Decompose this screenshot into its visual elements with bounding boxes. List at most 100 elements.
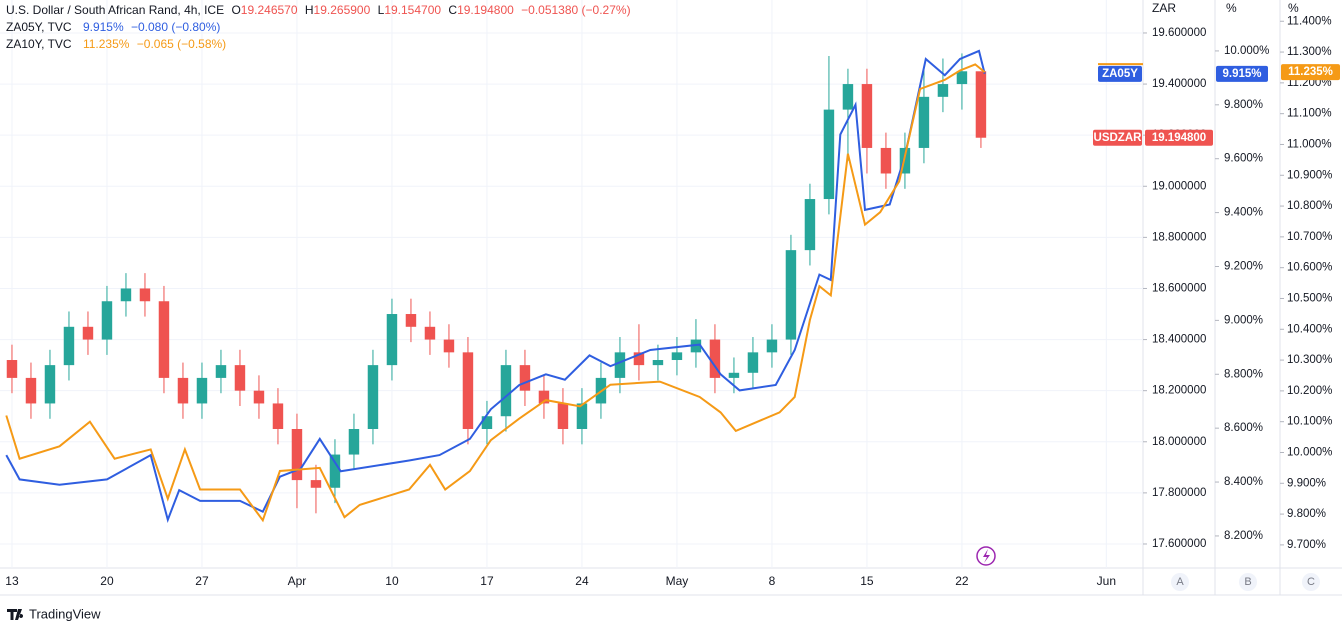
candle-body [367,365,379,430]
ohlc-key: O [231,3,241,17]
y2-tick-label: 8.600% [1224,422,1263,434]
y3-tick-label: 10.900% [1287,169,1332,181]
series-name-badge-text: ZA05Y [1102,68,1138,80]
candle-body [500,365,512,417]
x-tick-label: 22 [955,574,969,588]
change: −0.051380 (−0.27%) [521,3,631,17]
y3-tick-label: 10.400% [1287,323,1332,335]
event-icon[interactable] [976,546,996,566]
y-tick-label: 18.400000 [1152,334,1206,346]
y3-tick-label: 11.400% [1287,15,1332,27]
candle-body [880,147,892,174]
candle-body [158,301,170,378]
candle-body [937,84,949,97]
symbol-badge: USDZAR [1093,129,1143,146]
y3-tick-label: 11.300% [1287,46,1332,58]
candle-body [44,365,56,404]
legend-row: ZA05Y, TVC 9.915% −0.080 (−0.80%) [6,20,221,34]
legend-value: 9.915% [82,20,124,34]
y3-tick-label: 11.000% [1287,138,1332,150]
candle-body [481,416,493,430]
candle-body [804,199,816,251]
x-tick-label: 24 [575,574,589,588]
series-name-badge: ZA05Y [1098,65,1142,82]
candle-body [253,390,265,404]
candle-body [443,339,455,353]
y2-tick-label: 9.200% [1224,261,1263,273]
y2-axis-label: % [1226,1,1237,15]
series-value-badge-bg [1216,65,1268,82]
candle-body [557,403,569,430]
candle-body [348,429,360,455]
candle-body [671,352,683,361]
legend-value: 11.235% [82,37,130,51]
ohlc-value: 19.246570 [240,3,298,17]
brand-name: TradingView [29,606,101,621]
y3-tick-label: 9.800% [1287,508,1326,520]
symbol-title: U.S. Dollar / South African Rand, 4h, IC… [6,3,225,17]
y-tick-label: 17.800000 [1152,487,1206,499]
scale-name: B [1244,576,1251,588]
candle-body [823,109,835,200]
x-tick-label: 10 [385,574,399,588]
candle-body [861,84,873,148]
candle-body [120,288,132,302]
price-badge: 19.194800 [1145,129,1213,146]
candle-body [196,377,208,404]
candle-body [6,360,18,378]
series-value-badge: 9.915% [1216,65,1268,82]
candle-body [386,314,398,366]
ohlc-value: 19.154700 [384,3,442,17]
y-tick-label: 18.000000 [1152,436,1206,448]
candle-body [177,377,189,404]
y-tick-label: 19.000000 [1152,180,1206,192]
candle-body [956,71,968,85]
candle-body [975,71,987,138]
y2-tick-label: 8.200% [1224,530,1263,542]
legend-name: ZA05Y [6,20,42,34]
x-tick-label: 17 [480,574,494,588]
x-tick-label: Jun [1097,574,1116,588]
candle-body [728,372,740,378]
legend-source: TVC [47,37,72,51]
y3-tick-label: 10.700% [1287,231,1332,243]
brand-logo [7,609,24,620]
y-tick-label: 17.600000 [1152,538,1206,550]
candle-body [291,429,303,481]
candle-body [82,326,94,340]
candle-body [576,403,588,430]
scale-button [1302,573,1320,591]
y3-tick-label: 10.600% [1287,262,1332,274]
candle-body [842,84,854,110]
legend-name: ZA10Y [6,37,42,51]
symbol-badge-text: USDZAR [1094,132,1143,144]
scale-button [1171,573,1189,591]
y3-tick-label: 9.700% [1287,539,1326,551]
candle-body [215,365,227,378]
y3-tick-label: 10.300% [1287,354,1332,366]
scale-button [1239,573,1257,591]
candle-body [652,360,664,366]
candle-body [272,403,284,430]
y3-tick-label: 9.900% [1287,477,1326,489]
x-tick-label: 20 [100,574,114,588]
ohlc-value: 19.194800 [457,3,514,17]
y2-tick-label: 9.400% [1224,207,1263,219]
candle-body [310,480,322,488]
candle-body [424,326,436,340]
scale-name: C [1307,576,1315,588]
line-series [5,49,986,524]
event-icon-bolt [983,549,990,563]
x-tick-label: 13 [5,574,19,588]
candle-body [747,352,759,373]
y2-tick-label: 9.600% [1224,153,1263,165]
candle-body [899,147,911,174]
y-tick-label: 18.800000 [1152,231,1206,243]
candle-body [234,365,246,391]
series-value-badge-text: 9.915% [1222,68,1261,80]
legend-change: −0.065 (−0.58%) [136,37,227,51]
x-tick-label: Apr [288,574,307,588]
y2-tick-label: 9.000% [1224,314,1263,326]
